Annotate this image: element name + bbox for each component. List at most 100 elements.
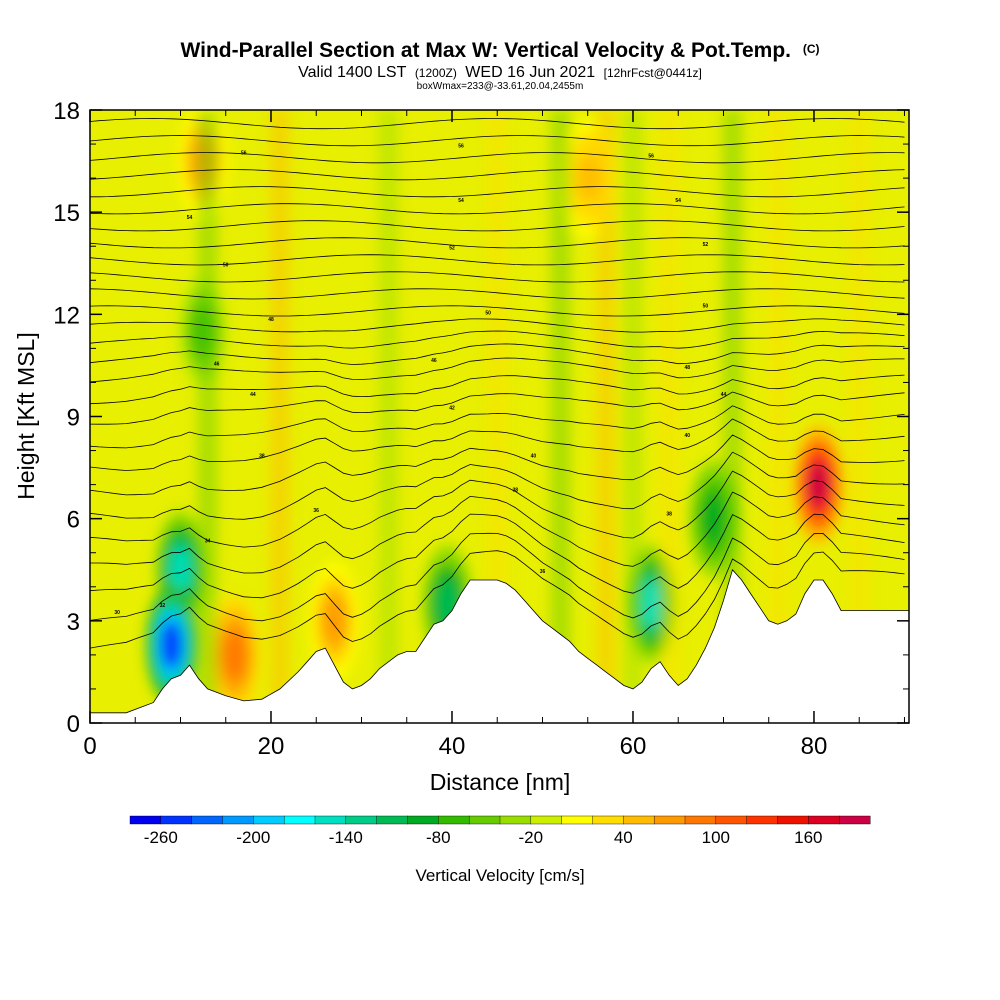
velocity-band xyxy=(767,110,788,723)
theta-contour-line xyxy=(90,532,905,622)
colorbar-swatch xyxy=(222,815,254,825)
colorbar-swatch xyxy=(283,815,316,825)
theta-contour-label: 40 xyxy=(531,453,537,459)
colorbar-swatch xyxy=(468,815,501,825)
colorbar-swatch xyxy=(623,815,655,825)
potential-temperature-contours xyxy=(90,118,905,649)
colorbar-swatch xyxy=(530,815,563,825)
theta-contour-line xyxy=(90,550,905,649)
colorbar-swatch xyxy=(808,815,840,825)
theta-contour-label: 38 xyxy=(513,487,519,493)
theta-contour-line xyxy=(90,203,905,215)
x-tick-label: 40 xyxy=(439,733,466,760)
theta-contour-label: 56 xyxy=(241,150,247,156)
velocity-band xyxy=(378,110,399,723)
colorbar-swatch xyxy=(129,815,162,825)
velocity-band xyxy=(849,110,870,723)
colorbar-swatch xyxy=(838,815,871,825)
theta-contour-line xyxy=(90,135,905,147)
theta-contour-line xyxy=(90,374,905,405)
y-axis-label: Height [Kft MSL] xyxy=(13,332,39,499)
theta-contour-line xyxy=(90,305,905,317)
colorbar-tick-label: 40 xyxy=(614,828,633,847)
velocity-core xyxy=(576,154,599,203)
theta-contour-label: 46 xyxy=(214,361,220,367)
colorbar-swatch xyxy=(653,815,686,825)
colorbar-swatch xyxy=(160,815,193,825)
y-tick-label: 6 xyxy=(67,507,80,534)
theta-contour-label: 38 xyxy=(259,453,265,459)
colorbar-swatch xyxy=(438,815,470,825)
velocity-core xyxy=(807,460,830,509)
x-axis: 0 20 40 60 80 xyxy=(83,110,905,760)
x-tick-label: 0 xyxy=(83,733,96,760)
x-tick-label: 20 xyxy=(258,733,285,760)
theta-contour-label: 48 xyxy=(685,365,691,371)
theta-contour-line xyxy=(90,470,905,548)
theta-contour-line xyxy=(90,288,905,300)
theta-contour-line xyxy=(90,405,905,449)
plot-area: 30 32 34 36 38 36 38 38 40 40 42 44 44 46 46 48 48 50 50 50… xyxy=(90,110,909,723)
colorbar-swatch xyxy=(499,815,532,825)
colorbar-tick-label: -80 xyxy=(426,828,451,847)
terrain-mask xyxy=(90,568,909,723)
colorbar-swatch xyxy=(592,815,624,825)
x-axis-label: Distance [nm] xyxy=(430,769,571,795)
theta-contour-label: 52 xyxy=(703,242,709,248)
theta-contour-line xyxy=(90,513,905,599)
theta-contour-label: 54 xyxy=(675,198,681,204)
velocity-band xyxy=(623,110,643,723)
theta-contour-line xyxy=(90,152,905,164)
colorbar-tick-label: 160 xyxy=(794,828,822,847)
theta-contour-label: 40 xyxy=(685,433,691,439)
theta-contour-line xyxy=(90,186,905,198)
theta-contour-label: 50 xyxy=(703,304,709,310)
subtitle-forecast: [12hrFcst@0441z] xyxy=(604,66,702,80)
theta-contour-label: 38 xyxy=(666,511,672,517)
potential-temperature-labels: 30 32 34 36 38 36 38 38 40 40 42 44 44 46 46 48 48 50 50 50… xyxy=(114,144,726,617)
colorbar xyxy=(129,815,871,825)
theta-contour-label: 34 xyxy=(205,539,211,545)
chart-subtitle: Valid 1400 LST (1200Z) WED 16 Jun 2021 [… xyxy=(298,64,702,81)
theta-contour-line xyxy=(90,169,905,181)
theta-contour-label: 32 xyxy=(160,603,166,609)
theta-contour-label: 50 xyxy=(485,310,491,316)
colorbar-tick-label: 100 xyxy=(702,828,730,847)
colorbar-swatch xyxy=(345,815,378,825)
theta-contour-line xyxy=(90,237,905,249)
theta-contour-line xyxy=(90,220,905,232)
theta-contour-line xyxy=(90,391,905,425)
theta-contour-line xyxy=(90,451,905,520)
theta-contour-label: 36 xyxy=(540,569,546,575)
chart-title-text: Wind-Parallel Section at Max W: Vertical… xyxy=(180,39,791,62)
theta-contour-line xyxy=(90,357,905,383)
theta-contour-label: 56 xyxy=(648,154,654,160)
velocity-band xyxy=(595,110,616,723)
colorbar-swatch xyxy=(253,815,285,825)
theta-contour-label: 46 xyxy=(431,358,437,364)
theta-contour-label: 52 xyxy=(449,246,455,252)
theta-contour-label: 54 xyxy=(187,215,193,221)
y-tick-label: 18 xyxy=(53,98,80,125)
y-tick-label: 3 xyxy=(67,609,80,636)
theta-contour-label: 56 xyxy=(458,144,464,150)
theta-contour-line xyxy=(90,271,905,283)
colorbar-tick-label: -260 xyxy=(144,828,178,847)
chart-title: Wind-Parallel Section at Max W: Vertical… xyxy=(180,39,819,62)
velocity-band xyxy=(659,110,680,723)
colorbar-tick-label: -140 xyxy=(329,828,363,847)
velocity-band xyxy=(550,110,571,723)
theta-contour-label: 42 xyxy=(449,406,455,412)
colorbar-swatch xyxy=(314,815,347,825)
theta-contour-label: 44 xyxy=(250,392,256,398)
colorbar-swatch xyxy=(407,815,439,825)
theta-contour-line xyxy=(90,254,905,266)
theta-contour-line xyxy=(90,330,905,349)
subtitle-prefix: Valid 1400 LST xyxy=(298,64,406,81)
colorbar-swatch xyxy=(746,815,778,825)
theta-contour-line xyxy=(90,318,905,333)
colorbar-tick-label: -200 xyxy=(236,828,270,847)
x-tick-label: 60 xyxy=(620,733,647,760)
colorbar-swatch xyxy=(715,815,748,825)
